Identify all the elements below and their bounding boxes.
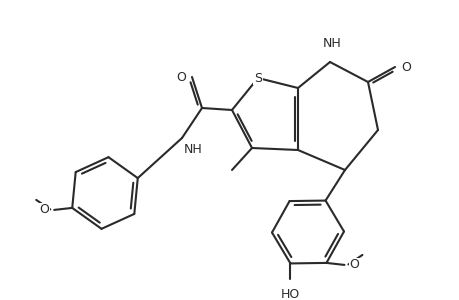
Text: O: O [176,70,185,83]
Text: O: O [400,61,410,74]
Text: O: O [39,203,49,216]
Text: S: S [253,71,262,85]
Text: HO: HO [280,288,299,300]
Text: NH: NH [322,37,341,50]
Text: NH: NH [184,143,202,156]
Text: O: O [349,258,358,272]
